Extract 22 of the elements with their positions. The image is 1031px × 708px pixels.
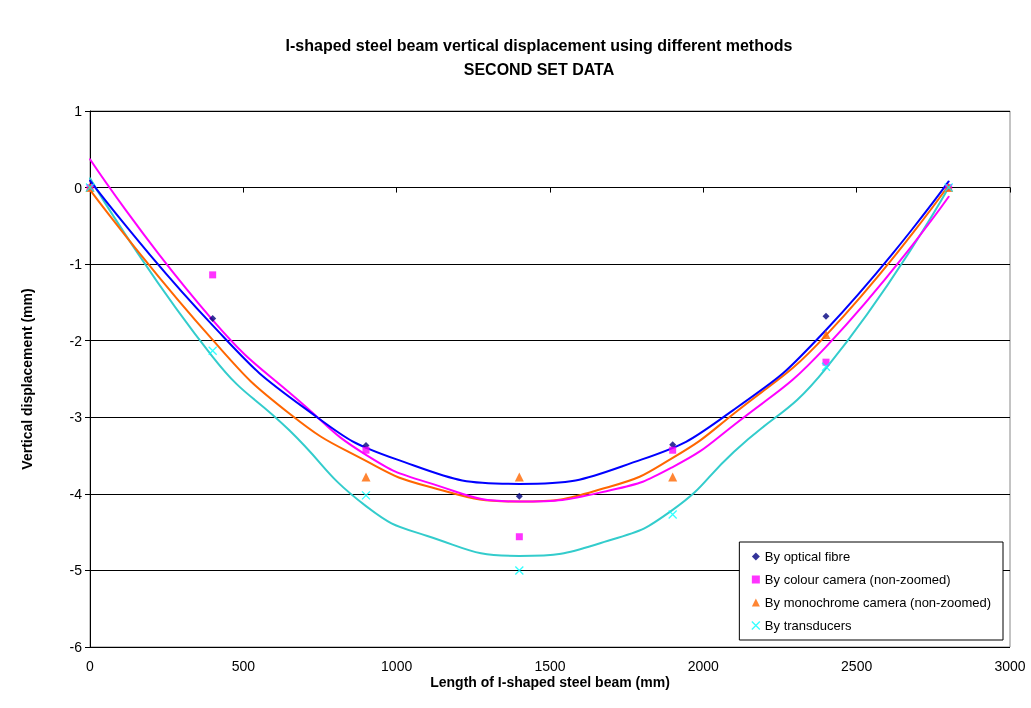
x-tick-label: 2500 xyxy=(841,658,873,674)
x-tick-label: 2000 xyxy=(687,658,720,674)
x-tick-label: 1000 xyxy=(381,658,413,674)
legend-label: By monochrome camera (non-zoomed) xyxy=(764,595,992,610)
y-tick-label: -5 xyxy=(69,562,83,579)
y-tick-label: -4 xyxy=(69,485,83,502)
y-axis-title: Vertical displacement (mm) xyxy=(19,288,35,470)
x-tick-label: 0 xyxy=(86,658,95,674)
legend-label: By transducers xyxy=(764,618,853,633)
y-tick-label: -2 xyxy=(69,332,83,349)
y-tick-label: -3 xyxy=(69,409,83,426)
y-tick-label: 1 xyxy=(74,103,83,119)
x-axis-title: Length of I-shaped steel beam (mm) xyxy=(430,674,670,690)
x-tick-label: 1500 xyxy=(534,658,566,674)
x-tick-label: 500 xyxy=(231,658,256,674)
x-tick-label: 3000 xyxy=(994,658,1026,674)
y-tick-label: -6 xyxy=(69,639,83,655)
legend-label: By colour camera (non-zoomed) xyxy=(764,572,951,587)
chart-title: I-shaped steel beam vertical displacement using different methods SECOND SET DATA xyxy=(285,36,793,78)
legend-label: By optical fibre xyxy=(764,549,851,564)
y-tick-label: 0 xyxy=(74,179,83,196)
y-tick-label: -1 xyxy=(69,256,83,273)
